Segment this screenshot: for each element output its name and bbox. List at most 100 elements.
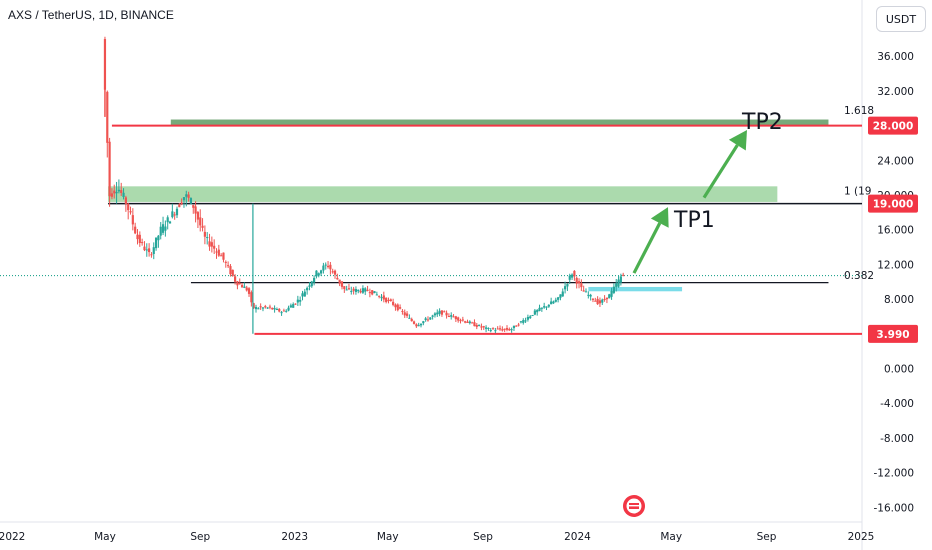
candle-body: [422, 321, 425, 324]
candle-body: [199, 217, 202, 226]
candle-body: [231, 269, 234, 276]
candle-body: [577, 281, 581, 284]
candle-body: [113, 190, 116, 194]
candle-body: [494, 330, 497, 332]
candle-body: [471, 322, 474, 324]
price-tick-label: -16.000: [873, 502, 914, 514]
candle-body: [612, 286, 615, 293]
candle-body: [201, 225, 204, 228]
candle-body: [271, 307, 274, 310]
candle-body: [436, 312, 439, 315]
candle-body: [354, 289, 358, 292]
price-tag: [868, 194, 918, 213]
price-tag: [868, 324, 918, 343]
candle-body: [575, 277, 578, 284]
candle-body: [301, 293, 304, 297]
candle-body: [222, 252, 225, 260]
candle-body: [285, 310, 288, 312]
candle-body: [392, 301, 395, 305]
candle-body: [247, 288, 251, 294]
candle-body: [561, 291, 564, 297]
candle-body: [345, 289, 348, 291]
candle-body: [482, 326, 485, 328]
time-tick-label: May: [377, 531, 399, 543]
candle-body: [217, 249, 220, 256]
price-tag-label: 19.000: [873, 199, 914, 211]
candle-body: [322, 265, 325, 271]
candle-body: [589, 294, 592, 297]
candle-body: [622, 274, 625, 276]
price-tick-label: -8.000: [880, 433, 914, 445]
candle-body: [529, 316, 532, 319]
candle-body: [408, 317, 411, 319]
candle-body: [468, 321, 471, 324]
candle-body: [306, 287, 309, 291]
currency-button[interactable]: USDT: [876, 6, 926, 32]
candle-body: [387, 299, 390, 301]
candle-body: [431, 315, 434, 317]
candle-body: [129, 211, 132, 213]
candle-body: [122, 192, 125, 198]
candle-body: [601, 299, 604, 303]
candle-body: [213, 245, 216, 249]
candle-body: [382, 295, 385, 300]
candle-body: [417, 325, 420, 327]
time-axis[interactable]: 2022 May Sep 2023 May Sep 2024 May Sep 2025: [0, 531, 874, 543]
candle-body: [522, 320, 525, 323]
horizontal-lines-layer: [0, 124, 862, 335]
candle-body: [236, 281, 239, 286]
candle-body: [350, 290, 353, 292]
candle-body: [215, 251, 218, 253]
candle-body: [361, 288, 365, 293]
candle-body: [519, 321, 523, 323]
candle-body: [168, 221, 172, 224]
candle-body: [294, 303, 297, 305]
candle-body: [145, 249, 148, 251]
candle-body: [496, 328, 499, 330]
candle-body: [266, 307, 269, 309]
zones-layer: [108, 119, 829, 292]
candle-body: [396, 304, 399, 311]
candle-body: [292, 304, 295, 308]
price-tick-label: 32.000: [877, 86, 914, 98]
candle-body: [501, 329, 504, 331]
candle-body: [608, 294, 611, 299]
candle-body: [124, 197, 127, 204]
candle-body: [143, 246, 146, 251]
candle-body: [433, 313, 437, 316]
candle-body: [333, 270, 337, 275]
candle-body: [161, 224, 165, 233]
candle-body: [394, 304, 397, 308]
candle-body: [452, 316, 455, 318]
candle-body: [136, 234, 139, 240]
candle-body: [524, 320, 527, 322]
candle-body: [313, 277, 316, 283]
price-tags-layer: 28.000 19.000 3.990: [868, 116, 918, 343]
candle-body: [457, 317, 460, 321]
price-tick-label: 36.000: [877, 51, 914, 63]
time-tick-label: Sep: [757, 531, 777, 543]
candle-body: [261, 307, 265, 309]
candle-body: [315, 270, 318, 277]
candle-body: [259, 306, 262, 308]
candle-body: [187, 194, 190, 198]
time-tick-label: 2025: [848, 531, 875, 543]
candle-body: [185, 194, 188, 197]
candle-body: [352, 288, 355, 291]
candle-body: [275, 309, 279, 311]
candle-body: [533, 310, 536, 315]
candle-body: [424, 318, 427, 321]
candle-body: [545, 306, 548, 308]
candle-body: [570, 274, 574, 278]
candle-body: [243, 286, 246, 288]
fib-level-label: 1 (19: [844, 186, 871, 198]
candle-body: [617, 279, 620, 287]
candle-body: [338, 279, 341, 284]
time-tick-label: 2023: [281, 531, 308, 543]
candle-body: [150, 254, 153, 256]
candle-body: [603, 298, 606, 300]
candle-body: [359, 290, 362, 293]
candle-body: [373, 291, 376, 294]
fib-level-label: 1.618: [844, 105, 874, 117]
